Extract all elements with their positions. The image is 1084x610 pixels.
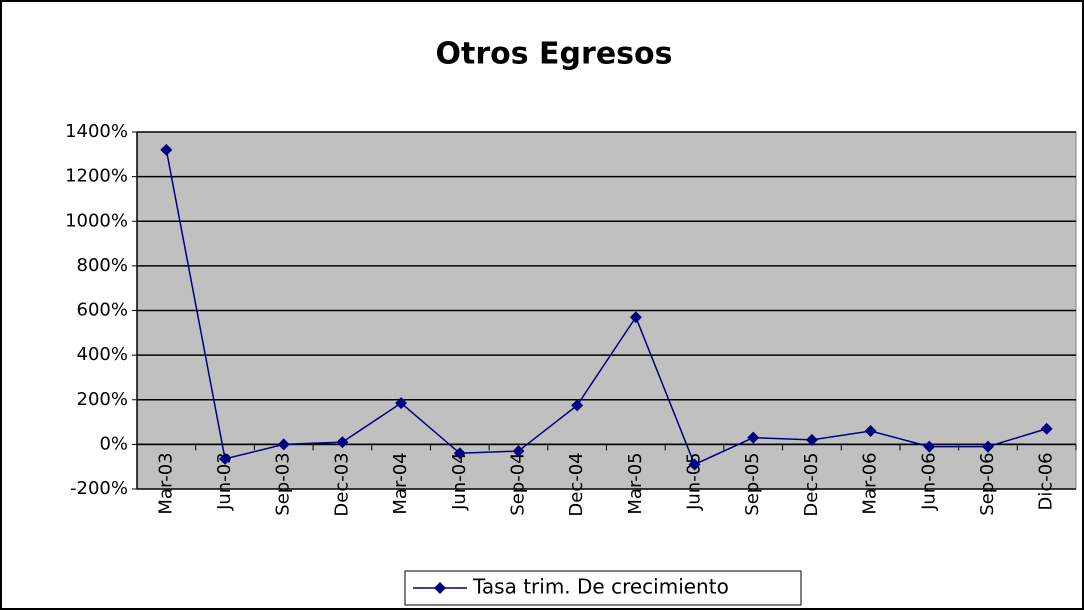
marker (395, 397, 408, 410)
x-tick-label: Mar-03 (155, 452, 176, 514)
marker (571, 399, 584, 412)
marker (923, 440, 936, 453)
x-tick-label: Jun-05 (684, 452, 705, 511)
marker (981, 440, 994, 453)
marker (277, 438, 290, 451)
y-tick-label: 200% (77, 389, 128, 410)
marker (629, 311, 642, 324)
x-tick-label: Sep-06 (977, 452, 998, 515)
x-tick-label: Mar-04 (390, 452, 411, 514)
legend-marker (434, 582, 446, 594)
y-tick-label: 1000% (65, 210, 128, 231)
y-tick-label: 1400% (65, 121, 128, 142)
legend-label: Tasa trim. De crecimiento (472, 575, 729, 599)
x-tick-label: Mar-05 (625, 452, 646, 514)
line (165, 149, 1047, 466)
marker (805, 433, 818, 446)
x-tick-label: Dec-04 (566, 452, 587, 516)
y-tick-label: 400% (77, 344, 128, 365)
x-tick-label: Sep-03 (273, 452, 294, 515)
y-tick-label: 600% (77, 300, 128, 321)
x-tick-label: Dec-05 (801, 452, 822, 516)
x-tick-label: Jun-04 (449, 452, 470, 511)
x-tick-label: Mar-06 (860, 452, 881, 514)
x-tick-label: Dic-06 (1036, 452, 1057, 510)
y-tick-label: -200% (70, 478, 128, 499)
x-tick-label: Jun-06 (918, 452, 939, 511)
x-tick-label: Jun-03 (214, 452, 235, 511)
y-tick-label: 800% (77, 255, 128, 276)
marker (512, 445, 525, 458)
x-tick-label: Sep-05 (742, 452, 763, 515)
marker (160, 143, 173, 156)
marker (688, 458, 701, 471)
y-tick-label: 1200% (65, 166, 128, 187)
x-tick-label: Dec-03 (331, 452, 352, 516)
legend (404, 570, 802, 606)
marker (453, 447, 466, 460)
marker (1040, 422, 1053, 435)
marker (864, 424, 877, 437)
marker (219, 452, 232, 465)
marker (747, 431, 760, 444)
y-tick-label: 0% (99, 433, 128, 454)
marker (336, 436, 349, 449)
x-tick-label: Sep-04 (507, 452, 528, 515)
chart-title: Otros Egresos (436, 37, 673, 72)
